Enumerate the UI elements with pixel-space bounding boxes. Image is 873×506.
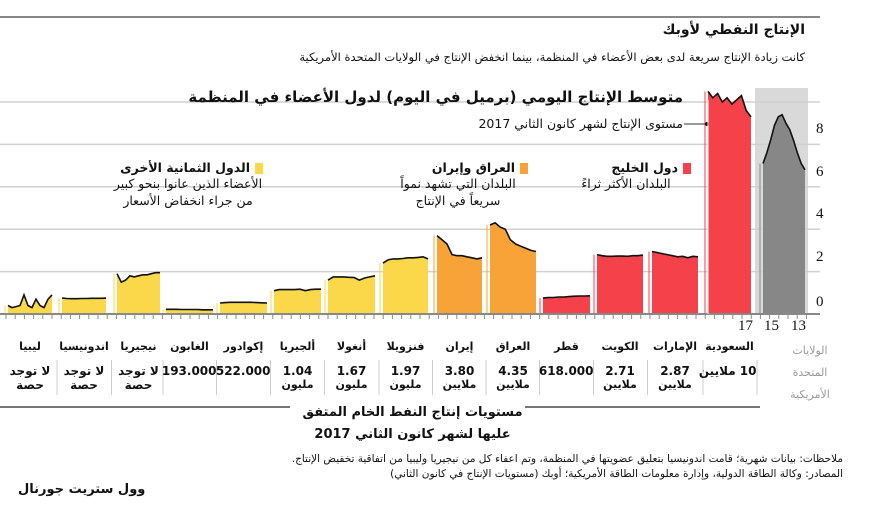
area-1 (62, 298, 106, 314)
us-year-tick: 13 (791, 318, 806, 334)
panel-heading: متوسط الإنتاج اليومي (برميل في اليوم) لد… (188, 88, 683, 106)
legend-gulf: دول الخليج البلدان الأكثر ثراءً (551, 160, 691, 192)
quota-value: 1.97 مليون (389, 364, 422, 391)
country-name: السعودية (705, 340, 754, 353)
series-line-8 (436, 234, 483, 260)
area-9 (490, 222, 536, 314)
area-0 (8, 294, 52, 314)
level-annotation: مستوى الإنتاج لشهر كانون الثاني 2017 (478, 116, 683, 131)
area-13 (708, 91, 751, 315)
legend-swatch (520, 163, 528, 174)
series-line-9 (489, 221, 537, 253)
notes-text: ملاحظات: بيانات شهرية؛ قامت اندونيسيا بت… (291, 453, 843, 465)
country-name: الإمارات (652, 340, 698, 353)
country-name: ليبيا (19, 340, 41, 353)
legend-title: دول الخليج (611, 160, 678, 175)
country-name: إيران (445, 340, 474, 353)
quota-value: 4.35 ملايين (496, 364, 530, 391)
area-14 (763, 114, 805, 314)
legend-title: الدول الثمانية الأخرى (120, 160, 250, 175)
series-line-10 (542, 295, 591, 299)
y-tick-label: 4 (816, 206, 824, 223)
notes: ملاحظات: بيانات شهرية؛ قامت اندونيسيا بت… (283, 452, 843, 482)
series-line-14 (762, 113, 806, 171)
area-8 (437, 235, 482, 314)
area-2 (117, 272, 160, 314)
area-5 (274, 289, 321, 314)
source-text: المصادر: وكالة الطاقة الدولية، وإدارة مع… (390, 468, 843, 480)
legend-desc: البلدان الأكثر ثراءً (581, 176, 671, 191)
series-line-13 (707, 90, 752, 118)
country-name: فنزويلا (386, 340, 425, 353)
us-year-tick: 15 (764, 318, 779, 334)
country-name: قطر (554, 340, 579, 353)
country-name: الولايات المتحدة الأمريكية (790, 344, 830, 401)
country-name: الكويت (601, 340, 639, 353)
quota-value: 1.04 مليون (281, 364, 314, 391)
series-line-6 (327, 275, 376, 281)
us-year-tick: 17 (738, 318, 753, 334)
y-tick-label: 8 (816, 121, 824, 138)
legend-desc: البلدان التي تشهد نمواً سريعاً في الإنتا… (400, 176, 516, 208)
country-name: اندونيسيا (59, 340, 109, 353)
country-name: أنغولا (336, 340, 367, 353)
area-7 (383, 256, 428, 314)
y-tick-label: 0 (816, 294, 824, 310)
legend-swatch (683, 163, 691, 174)
quota-value: لا توجد حصة (9, 364, 51, 392)
series-line-12 (651, 250, 699, 259)
quota-value: 2.87 ملايين (658, 364, 692, 391)
quota-value: 522.000 (215, 364, 271, 378)
quota-value: لا توجد حصة (63, 364, 105, 392)
country-name: نيجيريا (120, 340, 157, 353)
area-10 (543, 295, 590, 314)
legend-swatch (255, 163, 263, 174)
series-line-11 (596, 253, 644, 258)
series-line-3 (166, 308, 213, 311)
quota-value: لا توجد حصة (118, 364, 159, 392)
y-tick-label: 6 (816, 163, 824, 180)
series-line-4 (219, 301, 268, 304)
quota-value: 618.000 (538, 364, 594, 378)
area-4 (220, 302, 267, 314)
country-name: إكوادور (223, 340, 264, 353)
publisher-logo: وول ستريت جورنال (18, 482, 146, 497)
country-name: الغابون (170, 340, 209, 353)
legend-desc: الأعضاء الذين عانوا بنحو كبير من جراء ان… (113, 176, 263, 208)
series-line-2 (116, 271, 160, 284)
series-line-7 (382, 255, 429, 264)
area-11 (597, 254, 643, 314)
y-tick-label: 2 (816, 248, 824, 265)
legend-others: الدول الثمانية الأخرى الأعضاء الذين عانو… (83, 160, 263, 209)
series-line-0 (7, 292, 53, 309)
chart-subtitle: كانت زيادة الإنتاج سريعة لدى بعض الأعضاء… (299, 50, 805, 64)
legend-iraq-iran: العراق وإيران البلدان التي تشهد نمواً سر… (388, 160, 528, 209)
area-6 (328, 275, 375, 314)
quota-value: 10 ملايين (698, 364, 757, 378)
quota-value: 2.71 ملايين (603, 364, 637, 391)
quota-value: 3.80 ملايين (442, 364, 477, 391)
country-name: ألجيريا (279, 340, 316, 353)
series-line-5 (273, 288, 321, 292)
country-name: العراق (495, 340, 531, 353)
quota-value: 193.000 (161, 364, 217, 378)
area-12 (652, 251, 698, 314)
table-title: مستويات إنتاج النفط الخام المتفق عليها ل… (302, 405, 523, 442)
series-line-1 (61, 297, 107, 300)
quota-value: 1.67 مليون (335, 364, 368, 391)
legend-title: العراق وإيران (431, 160, 515, 175)
chart-title: الإنتاج النفطي لأوبك (662, 22, 805, 38)
